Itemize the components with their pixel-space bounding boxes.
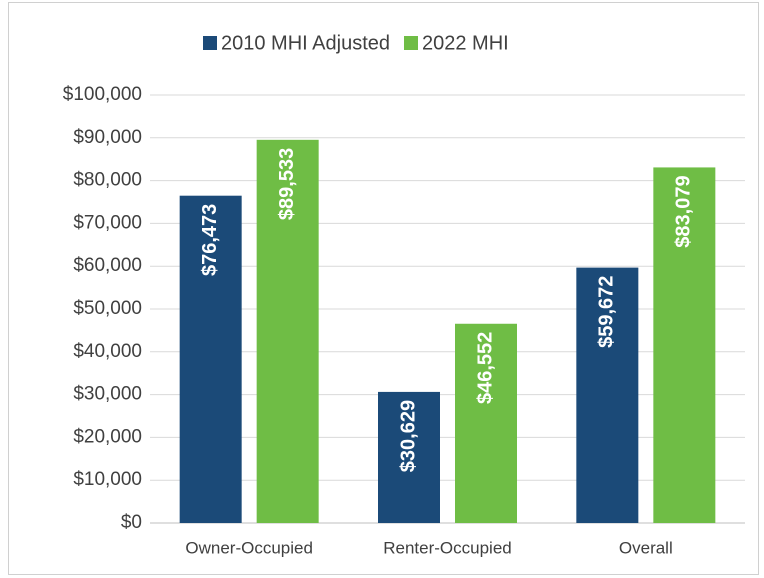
value-label: $59,672 <box>596 276 618 348</box>
y-tick-label: $90,000 <box>73 127 142 148</box>
chart-border <box>8 2 759 575</box>
legend-label: 2022 MHI <box>422 32 509 54</box>
y-tick-label: $30,000 <box>73 384 142 405</box>
y-tick-label: $0 <box>121 512 142 533</box>
bar <box>455 323 517 523</box>
x-tick-label: Renter-Occupied <box>383 538 512 557</box>
legend-swatch <box>203 36 217 50</box>
y-tick-label: $60,000 <box>73 255 142 276</box>
bar <box>576 267 639 523</box>
legend-label: 2010 MHI Adjusted <box>221 32 390 54</box>
y-tick-label: $80,000 <box>73 170 142 191</box>
x-tick-label: Overall <box>619 538 673 557</box>
legend-swatch <box>404 36 418 50</box>
value-label: $83,079 <box>673 175 695 247</box>
value-label: $30,629 <box>397 400 419 472</box>
value-label: $46,552 <box>474 332 496 404</box>
x-tick-label: Owner-Occupied <box>185 538 313 557</box>
y-tick-label: $70,000 <box>73 212 142 233</box>
bar <box>256 139 319 523</box>
bar <box>653 167 716 523</box>
y-tick-label: $40,000 <box>73 341 142 362</box>
value-label: $89,533 <box>276 148 298 220</box>
y-tick-label: $10,000 <box>73 469 142 490</box>
bar <box>378 391 440 523</box>
y-tick-label: $100,000 <box>63 84 142 105</box>
y-tick-label: $20,000 <box>73 426 142 447</box>
value-label: $76,473 <box>199 204 221 276</box>
bar <box>179 195 242 523</box>
y-tick-label: $50,000 <box>73 298 142 319</box>
